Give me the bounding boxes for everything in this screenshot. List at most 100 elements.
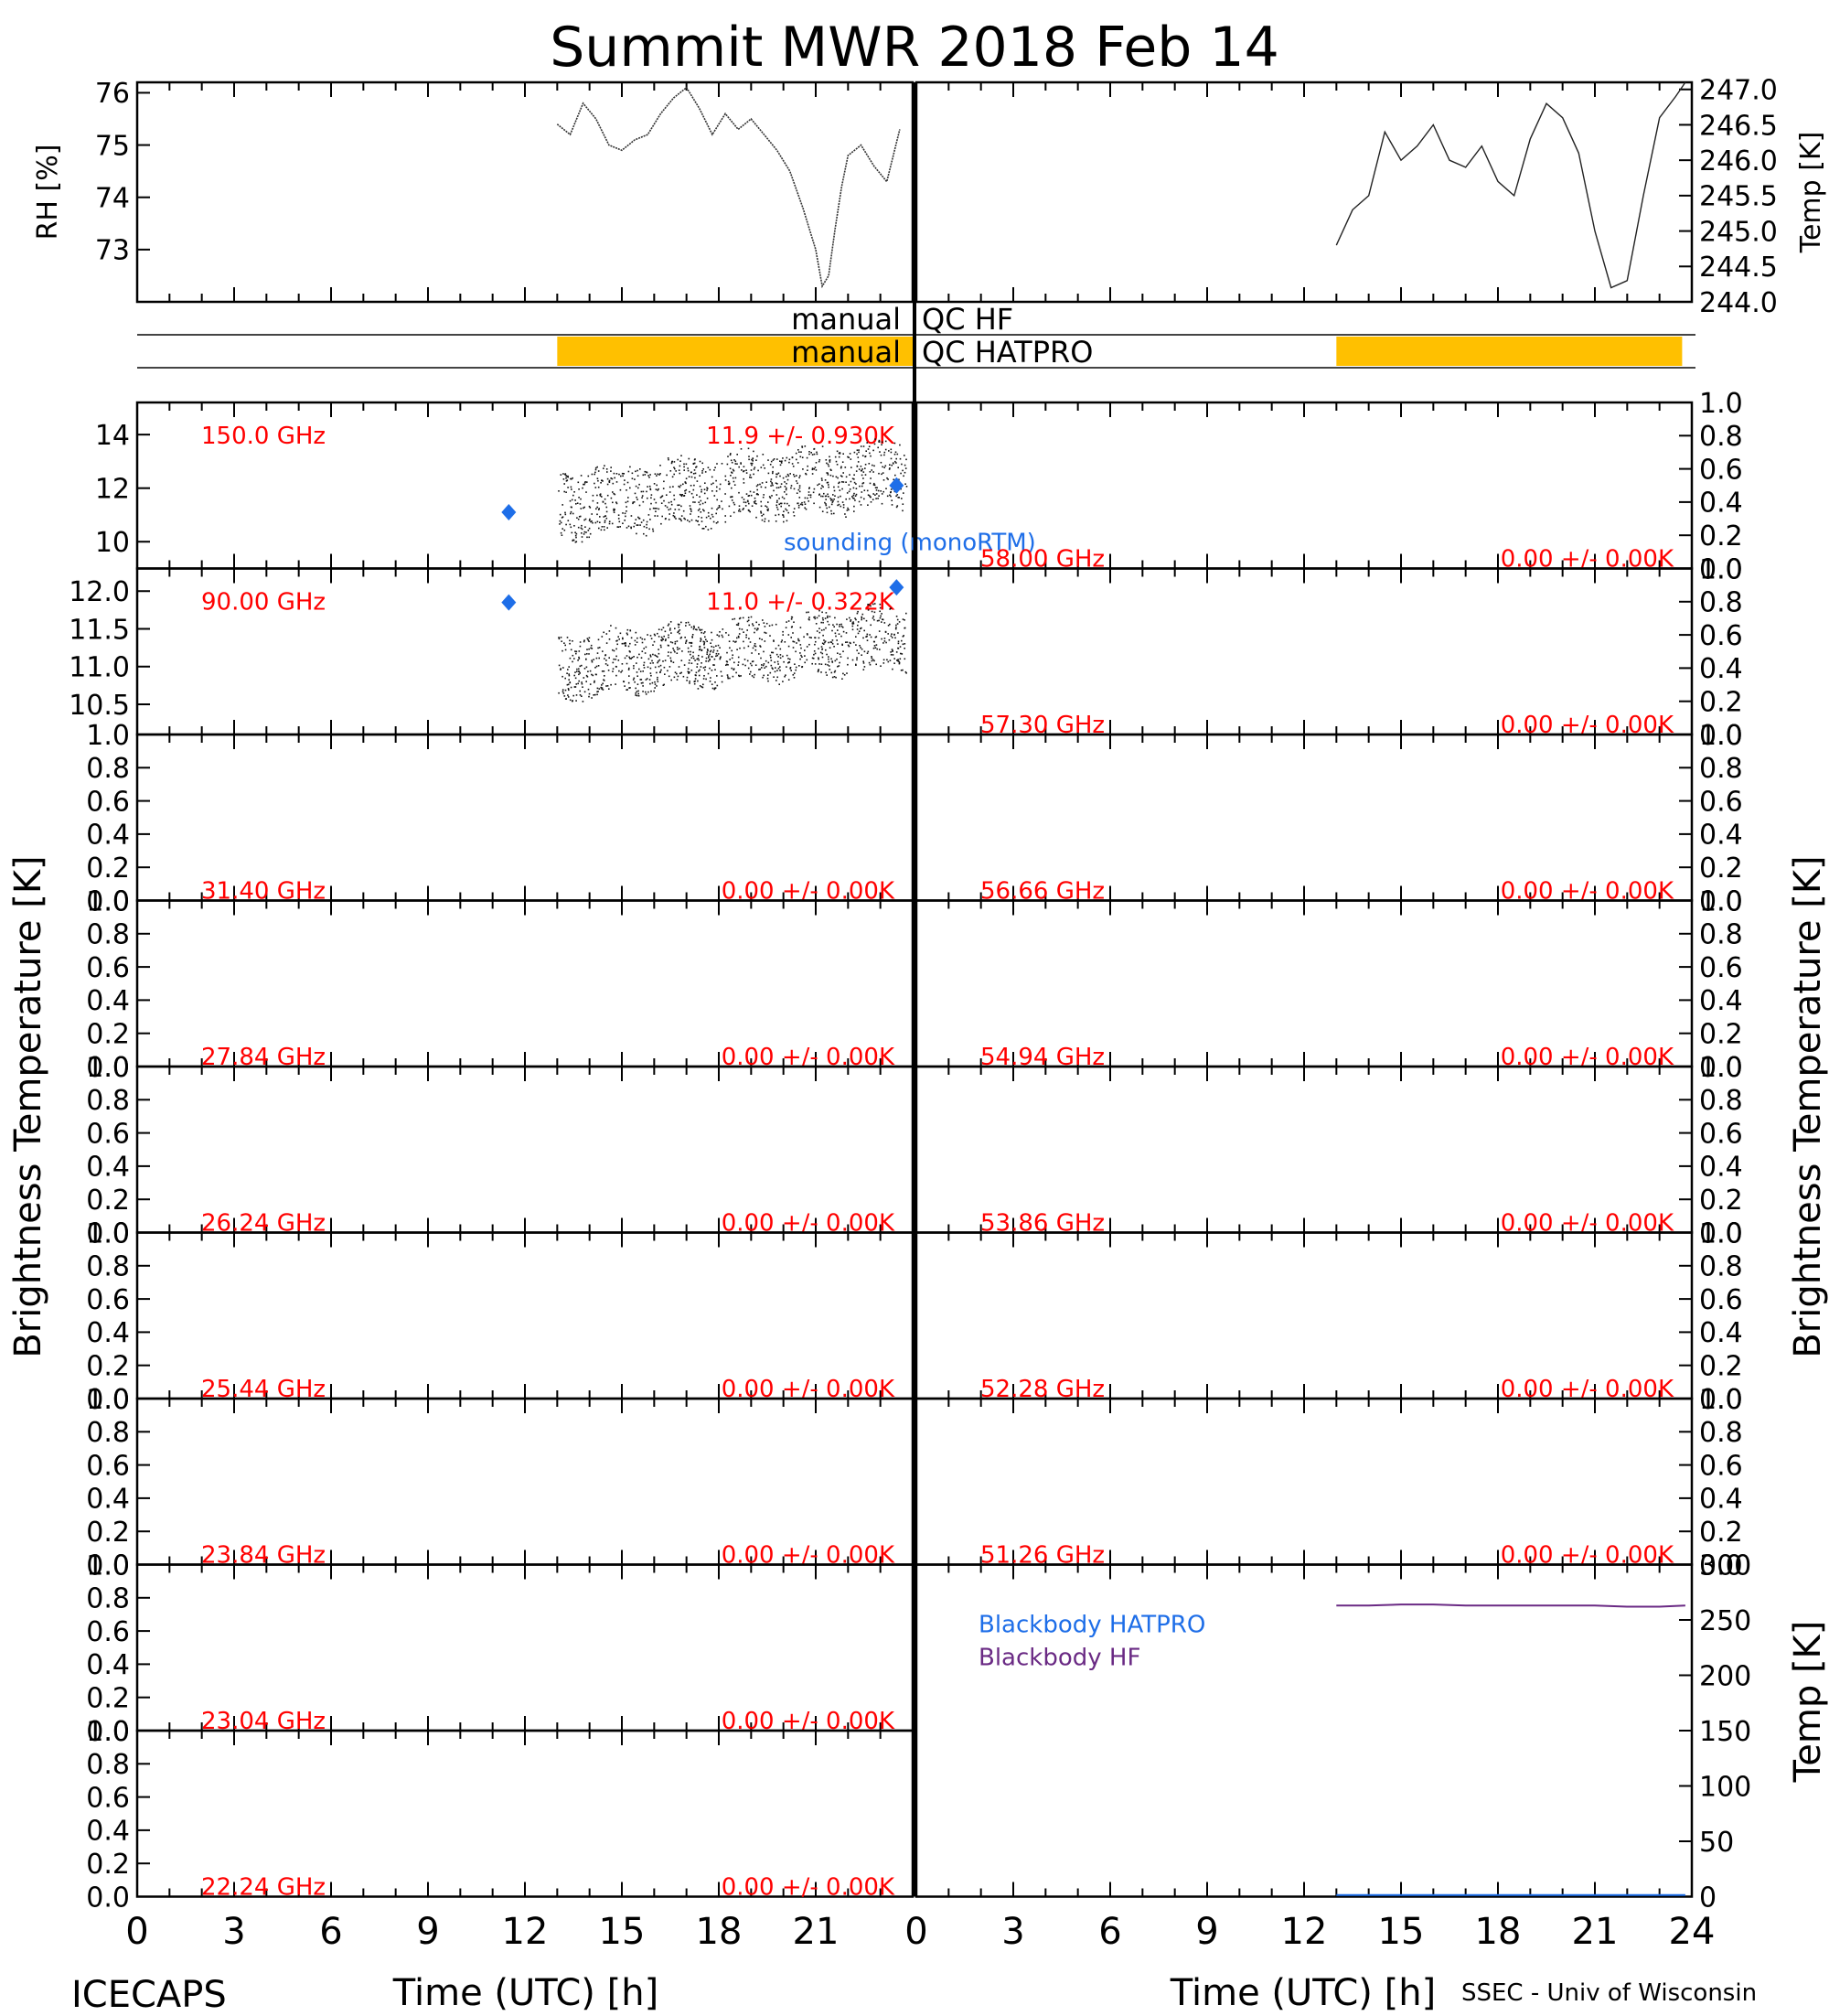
panel-ch150-point (829, 474, 832, 477)
panel-ch150-point (780, 502, 783, 505)
panel-ch150-point (654, 473, 657, 475)
panel-ch150-point (747, 509, 750, 511)
panel-ch150-point (642, 474, 645, 477)
panel-ch150-point (805, 473, 808, 476)
panel-ch150-point (893, 453, 896, 456)
panel-ch90-point (872, 659, 874, 661)
panel-ch90-point (598, 647, 601, 649)
panel-ch150-point (702, 509, 704, 511)
panel-ch150-point (570, 486, 572, 488)
panel-ch150-point (791, 456, 794, 459)
panel-ch90-point (790, 637, 792, 638)
panel-ch90-point (668, 637, 669, 638)
panel-R1-ytick-label: 0.6 (1699, 454, 1743, 486)
panel-ch90-point (626, 628, 629, 631)
panel-ch90-point (679, 629, 681, 631)
panel-ch90-point (860, 647, 861, 649)
panel-ch150-point (902, 469, 904, 472)
panel-ch150-point (580, 527, 583, 530)
panel-ch150-point (644, 474, 647, 476)
panel-ch150-point (645, 534, 647, 537)
panel-ch150-point (850, 458, 852, 460)
panel-ch150-point (840, 466, 842, 469)
panel-ch150-point (784, 491, 786, 493)
panel-ch90-point (636, 675, 638, 677)
panel-ch90-point (643, 664, 645, 666)
panel-ch150-point (719, 483, 722, 486)
panel-ch150-point (690, 471, 692, 474)
panel-ch90-point (897, 659, 899, 660)
panel-ch90-point (763, 622, 765, 624)
panel-ch150-point (862, 482, 865, 484)
panel-ch90-point (861, 627, 862, 629)
panel-ch90-point (716, 684, 719, 687)
panel-ch90-point (901, 639, 903, 642)
panel-ch90-point (737, 622, 740, 625)
panel-ch90-point (904, 643, 906, 645)
panel-ch90-point (738, 617, 741, 620)
panel-ch90-point (737, 635, 740, 638)
panel-ch150-point (770, 460, 773, 463)
panel-ch90-point (754, 645, 755, 647)
panel-ch150-point (701, 520, 703, 522)
panel-ch150-point (731, 461, 733, 464)
panel-ch150-point (721, 500, 722, 502)
panel-L8-frame (135, 1563, 914, 1732)
panel-ch90-point (796, 642, 797, 644)
panel-ch150-point (680, 515, 683, 517)
panel-ch90-point (855, 636, 857, 638)
panel-ch90-point (828, 658, 829, 660)
panel-ch150-point (777, 487, 780, 488)
panel-ch90-point (855, 664, 857, 666)
panel-ch90-point (857, 632, 860, 635)
panel-ch150-point (699, 460, 701, 463)
panel-L7-ytick-label: 0.0 (86, 1550, 130, 1582)
panel-ch150-point (854, 495, 857, 497)
panel-ch150-point (874, 438, 876, 440)
panel-ch90-point (883, 622, 886, 624)
panel-ch90-point (808, 617, 810, 618)
panel-ch150-point (780, 483, 783, 485)
panel-ch150-point (730, 475, 732, 477)
panel-ch150-point (838, 456, 840, 458)
panel-ch90-point (685, 642, 687, 644)
panel-ch150-point (646, 523, 647, 526)
panel-ch90-point (716, 649, 719, 652)
panel-ch150-point (834, 495, 836, 497)
panel-ch150-point (860, 445, 862, 447)
panel-ch150-point (848, 456, 850, 458)
panel-ch90-point (806, 659, 808, 661)
panel-ch90-scatter (558, 603, 907, 702)
panel-ch150-point (660, 496, 663, 498)
panel-ch150-point (586, 481, 588, 483)
panel-ch90-point (615, 665, 617, 668)
panel-ch150-point (623, 483, 626, 486)
panel-ch150-point (646, 490, 647, 493)
panel-ch90-point (787, 658, 789, 659)
panel-ch90-point (833, 676, 836, 678)
panel-ch90-point (725, 664, 727, 666)
panel-ch90-point (662, 684, 665, 686)
panel-ch150-stat: 11.9 +/- 0.930K (706, 423, 895, 450)
panel-ch150-point (770, 485, 772, 487)
panel-ch150-point (648, 477, 650, 478)
panel-ch90-point (590, 647, 592, 649)
panel-ch150-point (894, 451, 897, 454)
panel-ch90-point (890, 654, 893, 656)
panel-ch150-point (901, 463, 903, 466)
panel-ch150-point (613, 492, 615, 495)
panel-ch90-point (786, 666, 787, 668)
panel-ch90-point (711, 646, 712, 648)
panel-ch150-point (783, 520, 785, 523)
panel-ch150-point (689, 520, 690, 523)
panel-ch150-point (902, 503, 904, 505)
panel-ch150-point (870, 455, 872, 457)
xtick-label-left: 9 (416, 1911, 439, 1953)
panel-ch90-point (699, 629, 701, 631)
panel-ch90-point (813, 650, 816, 652)
panel-ch150-point (750, 462, 752, 465)
panel-ch90-point (640, 682, 643, 684)
panel-ch90-point (687, 668, 690, 670)
panel-ch90-point (642, 681, 644, 684)
panel-ch150-point (703, 509, 705, 512)
